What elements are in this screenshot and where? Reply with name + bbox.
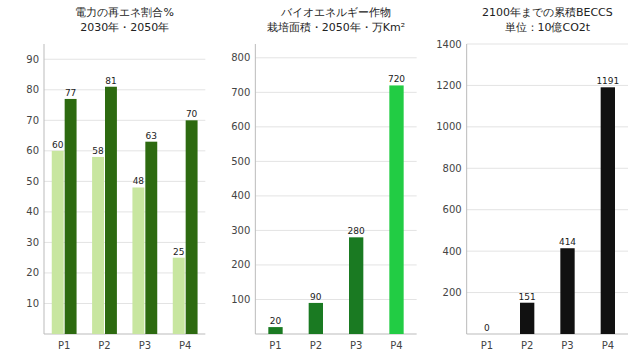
y-tick-label: 90	[26, 54, 39, 65]
data-label: 58	[92, 146, 104, 156]
data-label: 720	[388, 74, 405, 84]
y-tick-label: 700	[231, 87, 250, 98]
grid-line	[44, 59, 205, 60]
bar	[105, 87, 117, 334]
y-tick-label: 80	[26, 84, 39, 95]
y-tick-label: 10	[26, 298, 39, 309]
figure: 電力の再エネ割合% 2030年・2050年 10 20 30 40 50 60 70 80 90 60…	[0, 0, 640, 360]
y-tick-label: 30	[26, 237, 39, 248]
y-tick-label: 70	[26, 115, 39, 126]
data-label: 0	[484, 323, 490, 333]
y-tick-label: 600	[231, 121, 250, 132]
y-tick-label: 600	[443, 204, 462, 215]
chart-subtitle: 単位：10億CO2t	[505, 21, 591, 34]
bar	[65, 99, 77, 334]
data-label: 90	[310, 292, 322, 302]
data-label: 414	[559, 237, 576, 247]
x-tick-label: P1	[58, 340, 70, 351]
y-tick-label: 800	[231, 52, 250, 63]
x-tick-label: P4	[390, 340, 402, 351]
y-tick-label: 200	[231, 259, 250, 270]
y-tick-label: 300	[231, 225, 250, 236]
y-tick-label: 400	[231, 190, 250, 201]
y-tick-label: 50	[26, 176, 39, 187]
chart-panel: バイオエネルギー作物栽培面積・2050年・万Km² 100 200 300 400 500…	[231, 6, 416, 351]
bar	[132, 187, 144, 334]
data-label: 151	[519, 292, 536, 302]
x-tick-label: P2	[98, 340, 110, 351]
chart-panel: 電力の再エネ割合% 2030年・2050年 10 20 30 40 50 60 70 80 90 60…	[26, 6, 205, 351]
grid-line	[255, 57, 416, 58]
y-axis-line	[44, 44, 45, 334]
data-label: 60	[52, 140, 64, 150]
bar	[560, 248, 574, 334]
bar	[349, 237, 363, 334]
chart-title: 2100年までの累積BECCS	[482, 6, 613, 19]
x-tick-label: P4	[179, 340, 191, 351]
data-label: 63	[146, 131, 157, 141]
bar	[601, 87, 615, 334]
bar	[186, 120, 198, 334]
y-tick-label: 40	[26, 206, 39, 217]
chart-title: 電力の再エネ割合%	[75, 6, 173, 19]
bar	[52, 151, 64, 334]
x-tick-label: P2	[310, 340, 322, 351]
data-label: 25	[173, 247, 184, 257]
bars	[52, 87, 198, 334]
data-label: 81	[105, 76, 116, 86]
bar	[480, 334, 494, 335]
grid-line	[467, 44, 628, 45]
chart-title: バイオエネルギー作物	[280, 6, 391, 19]
data-label: 48	[133, 176, 145, 186]
y-tick-label: 800	[443, 163, 462, 174]
bar	[389, 85, 403, 334]
x-tick-label: P1	[481, 340, 493, 351]
bar	[92, 157, 104, 334]
y-axis-line	[255, 44, 256, 334]
chart-panel: 2100年までの累積BECCS 単位：10億CO2t 200 400 600 800 100…	[436, 6, 628, 351]
y-tick-label: 60	[26, 145, 39, 156]
bar	[309, 303, 323, 334]
y-axis-line	[466, 44, 467, 334]
y-tick-label: 100	[231, 294, 250, 305]
data-label: 1191	[596, 76, 619, 86]
data-label: 280	[348, 226, 365, 236]
data-label: 77	[65, 88, 76, 98]
x-tick-label: P3	[561, 340, 573, 351]
bar	[268, 327, 282, 334]
bar	[173, 258, 185, 334]
bars	[268, 85, 403, 334]
data-label: 20	[270, 316, 282, 326]
y-tick-label: 200	[443, 287, 462, 298]
chart-subtitle: 栽培面積・2050年・万Km²	[267, 21, 405, 34]
data-labels: 20 90 280 720	[270, 74, 406, 326]
y-tick-label: 1000	[436, 121, 461, 132]
data-labels: 0 151 414 1191	[484, 76, 619, 333]
x-tick-label: P2	[521, 340, 533, 351]
bar	[520, 303, 534, 334]
background	[0, 0, 640, 360]
y-tick-label: 400	[443, 246, 462, 257]
x-tick-label: P1	[269, 340, 281, 351]
data-labels: 60 77 58 81 48 63 25 70	[52, 76, 198, 257]
x-tick-label: P3	[139, 340, 151, 351]
x-tick-label: P3	[350, 340, 362, 351]
x-tick-label: P4	[602, 340, 614, 351]
bar	[145, 142, 157, 334]
y-tick-label: 500	[231, 156, 250, 167]
data-label: 70	[186, 109, 198, 119]
y-tick-label: 20	[26, 267, 39, 278]
chart-subtitle: 2030年・2050年	[80, 21, 169, 34]
y-tick-label: 1400	[436, 39, 461, 50]
y-tick-label: 1200	[436, 80, 461, 91]
